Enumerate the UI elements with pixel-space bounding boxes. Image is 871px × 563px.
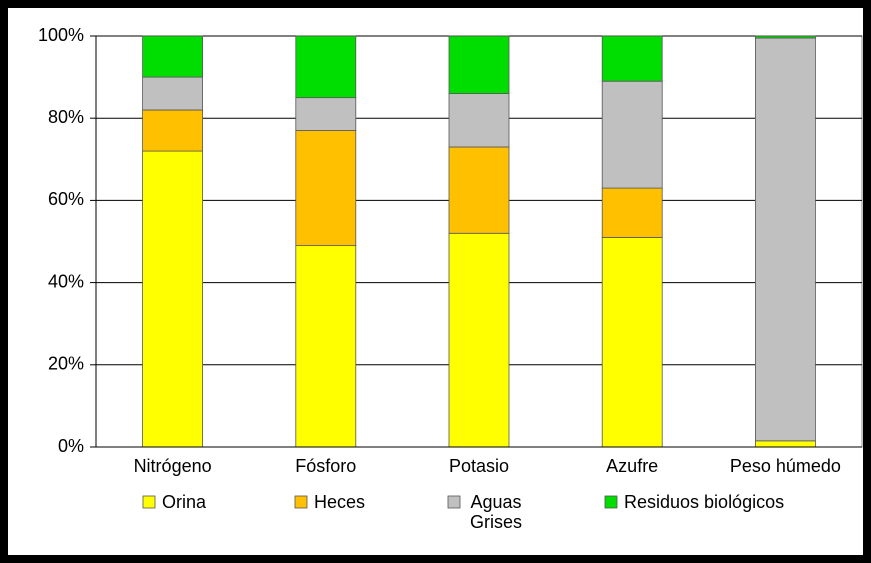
bar-segment [601, 236, 663, 448]
x-tick-label: Fósforo [295, 456, 356, 476]
y-tick-label: 100% [38, 25, 84, 45]
y-tick-label: 40% [48, 271, 84, 291]
bar-segment [448, 93, 510, 148]
legend-swatch [294, 495, 308, 509]
x-tick-label: Potasio [449, 456, 509, 476]
bar-segment [448, 232, 510, 448]
bar-segment [295, 97, 357, 131]
legend-label: Aguas Grises [469, 492, 522, 532]
bar-segment [755, 37, 816, 442]
y-tick-label: 60% [48, 189, 84, 209]
x-tick-label: Peso húmedo [730, 456, 841, 476]
legend-swatch [447, 495, 461, 509]
bar-segment [601, 35, 663, 82]
bar-segment [755, 440, 816, 448]
x-tick-label: Azufre [606, 456, 658, 476]
bar-segment [295, 130, 357, 247]
bar-segment [142, 150, 204, 448]
bar-segment [601, 80, 663, 189]
bar-segment [448, 35, 510, 94]
bar-segment [142, 76, 204, 111]
legend-swatch [604, 495, 618, 509]
bar-segment [142, 35, 204, 78]
legend-label: Orina [162, 492, 207, 512]
bar-segment [448, 146, 510, 234]
y-tick-label: 80% [48, 107, 84, 127]
bar-segment [295, 35, 357, 99]
legend-label: Heces [314, 492, 366, 512]
y-tick-label: 20% [48, 354, 84, 374]
bar-segment [601, 187, 663, 238]
bar-segment [142, 109, 204, 152]
bar-segment [295, 245, 357, 448]
bar-segment [755, 35, 816, 39]
y-tick-label: 0% [58, 436, 84, 456]
legend-label: Residuos biológicos [624, 492, 785, 512]
x-tick-label: Nitrógeno [134, 456, 212, 476]
legend-swatch [142, 495, 156, 509]
